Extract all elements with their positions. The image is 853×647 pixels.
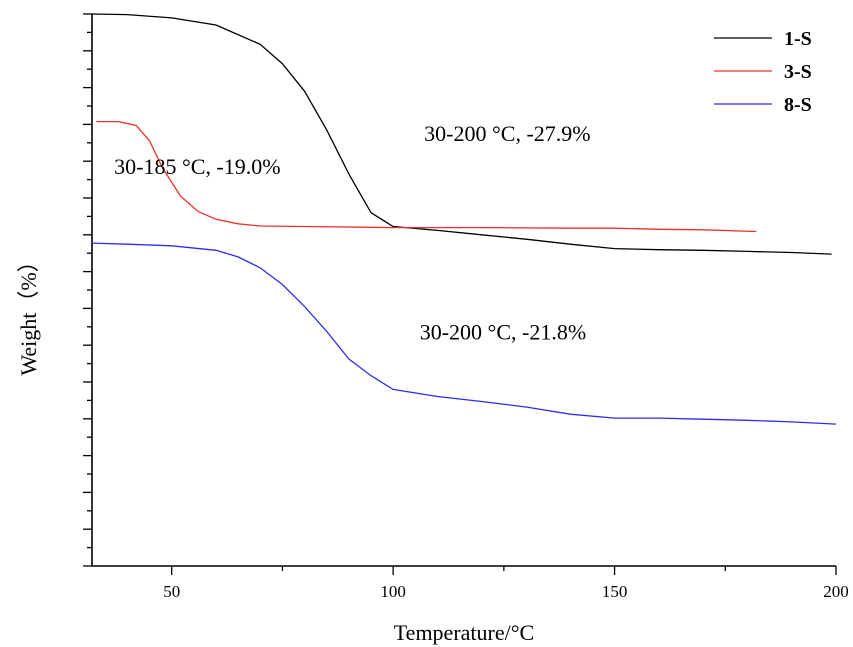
x-tick-label: 100 [380,582,406,601]
x-axis-title: Temperature/°C [394,620,534,645]
annotation-label: 30-185 °C, -19.0% [114,154,280,179]
annotation-label: 30-200 °C, -27.9% [424,121,590,146]
y-axis-ticks [83,13,92,567]
x-tick-label: 150 [602,582,628,601]
annotations: 30-200 °C, -27.9% 30-185 °C, -19.0% 30-200… [114,121,590,345]
x-tick-label: 200 [823,582,849,601]
series-line-1-s [91,13,832,255]
legend-label: 1-S [784,28,812,50]
legend-label: 3-S [784,61,812,83]
legend: 1-S 3-S 8-S [714,28,812,116]
plot-area: 50 100 150 200 30-200 °C, -27.9% 30-185 °C, … [83,13,849,601]
series-lines [91,13,837,425]
series-line-3-s [96,120,757,233]
y-axis-title: Weight（%） [16,250,41,375]
legend-label: 8-S [784,94,812,116]
series-line-8-s [91,242,837,425]
x-axis-ticks: 50 100 150 200 [163,566,849,601]
annotation-label: 30-200 °C, -21.8% [420,320,586,345]
x-tick-label: 50 [163,582,180,601]
